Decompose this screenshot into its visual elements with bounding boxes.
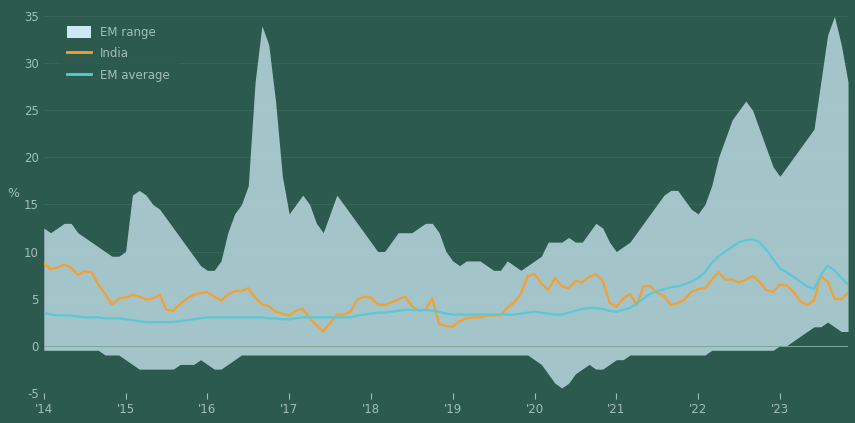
Y-axis label: %: % xyxy=(7,187,19,200)
Legend: EM range, India, EM average: EM range, India, EM average xyxy=(58,16,180,91)
